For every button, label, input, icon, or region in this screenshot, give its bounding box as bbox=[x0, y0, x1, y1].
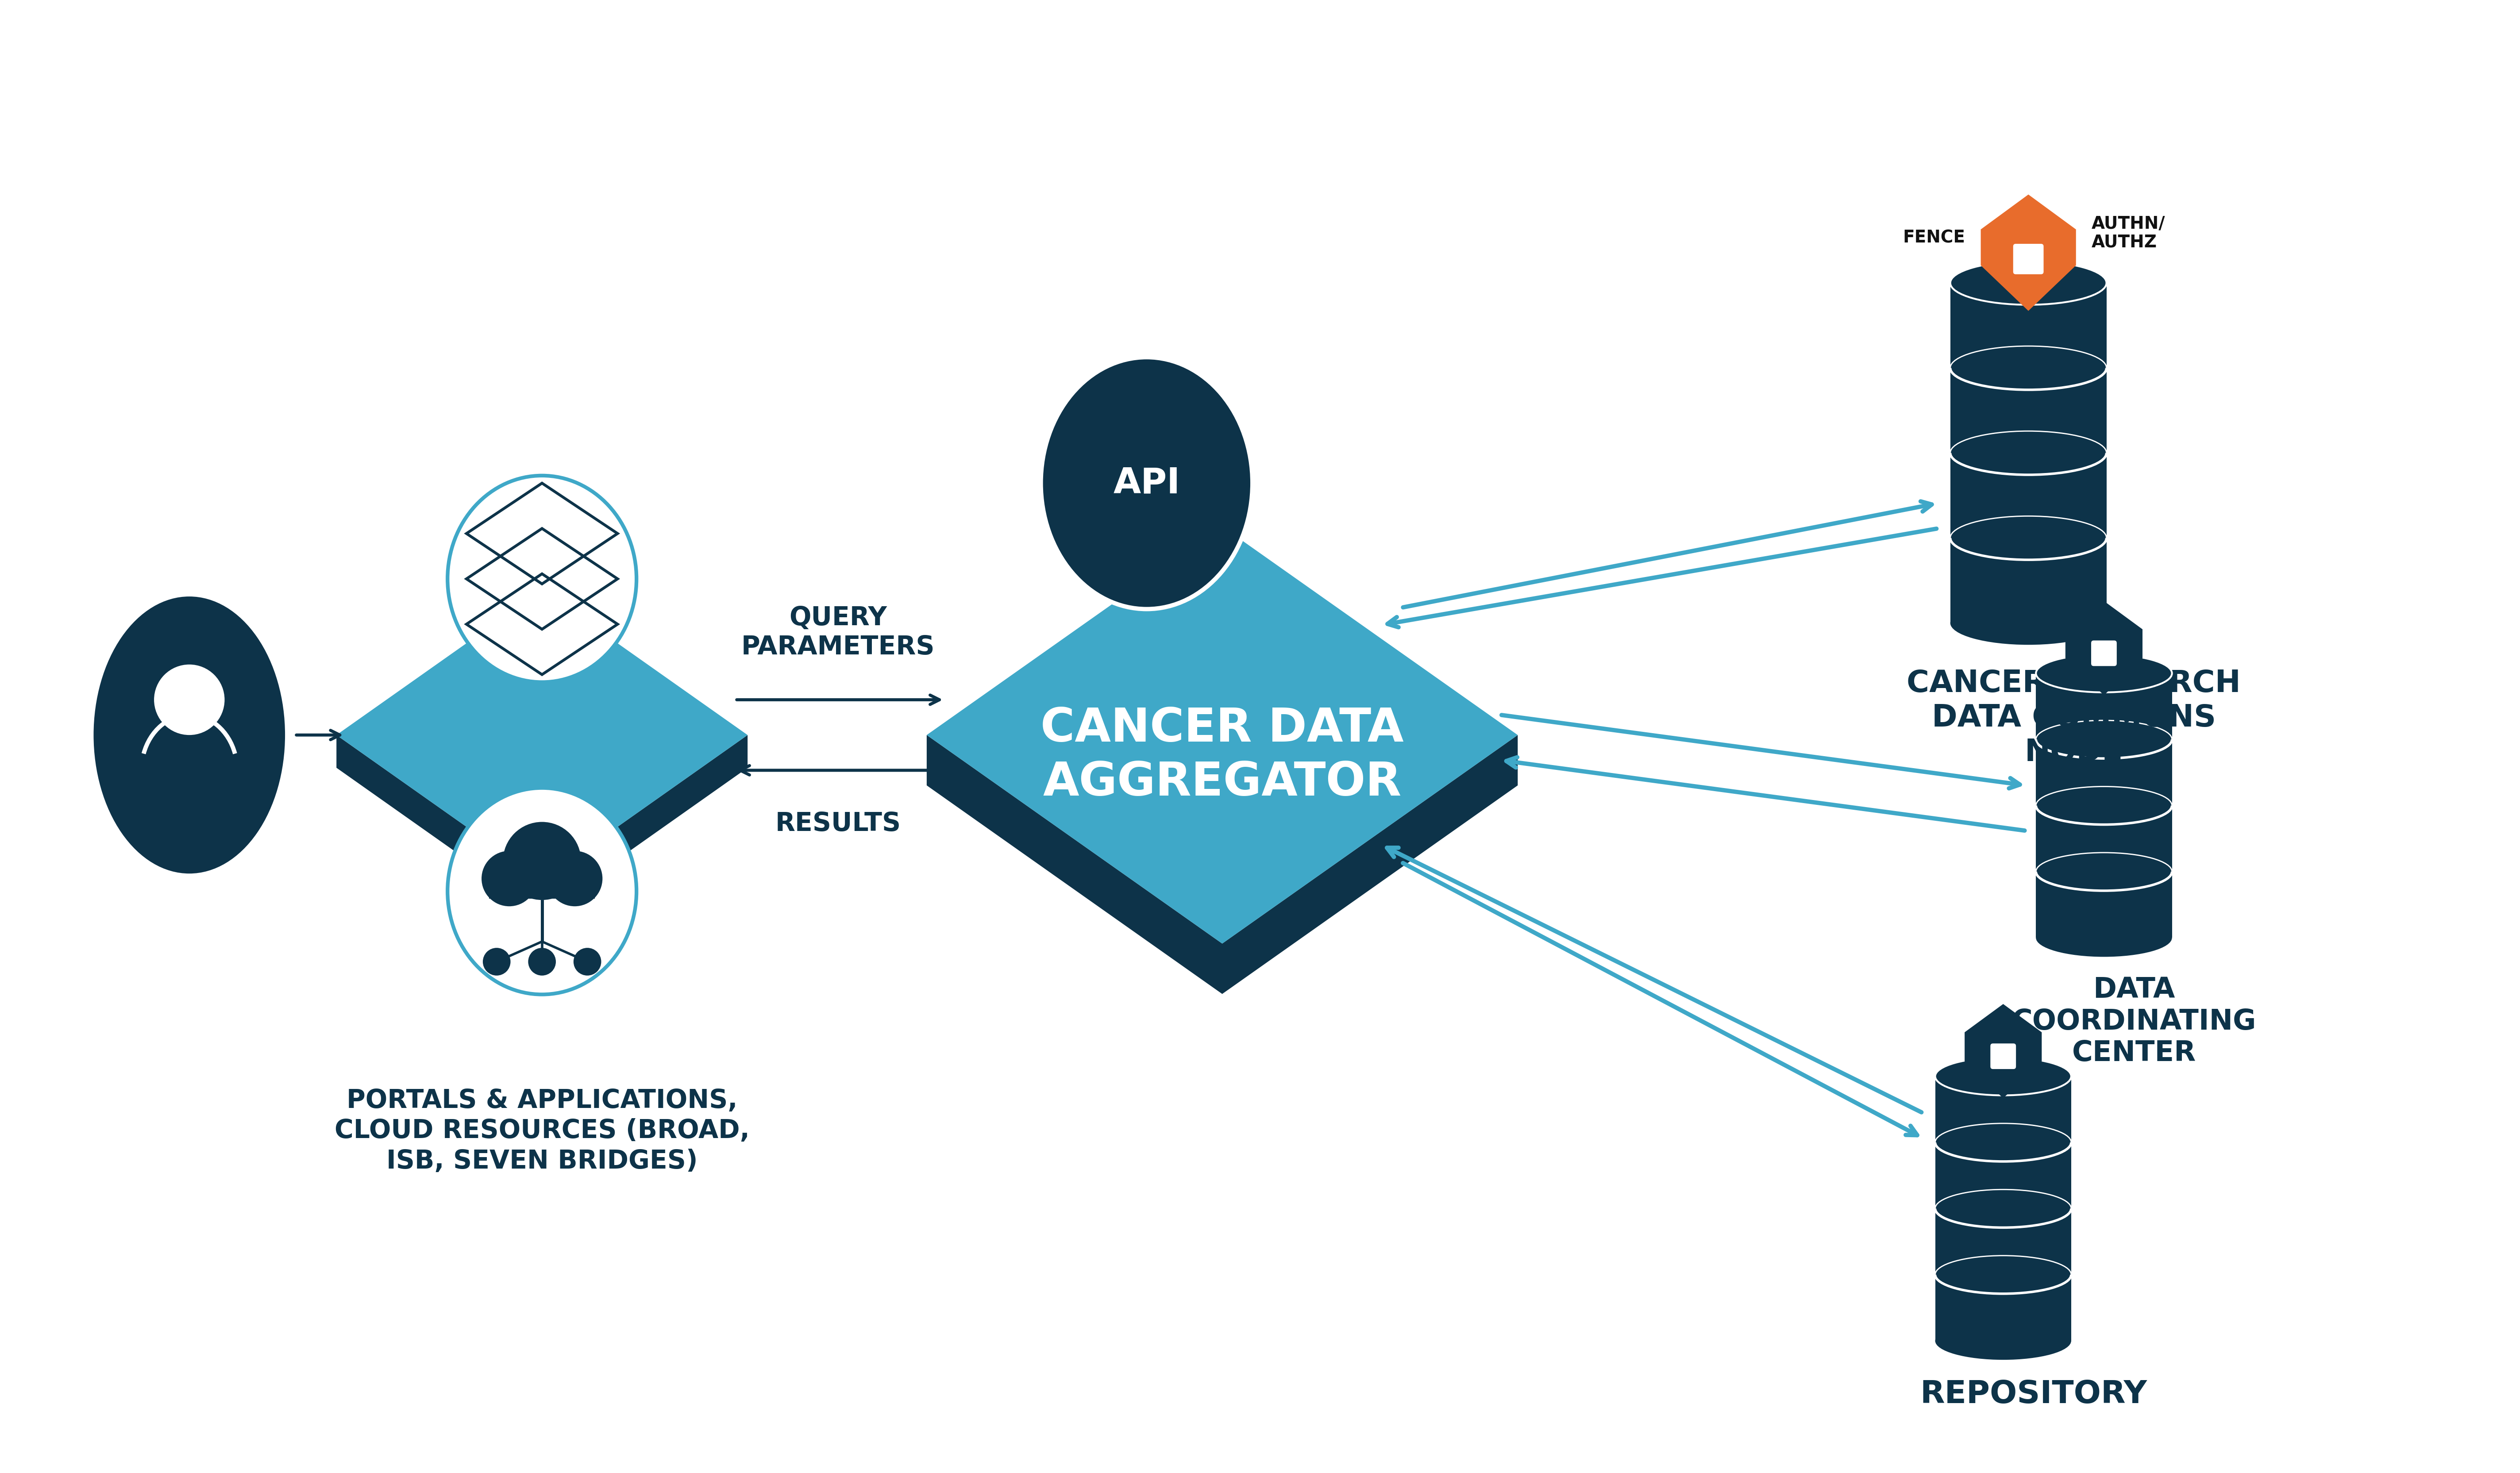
Ellipse shape bbox=[1041, 358, 1252, 610]
Circle shape bbox=[154, 664, 224, 735]
Text: CANCER RESEARCH
DATA COMMONS
NODE: CANCER RESEARCH DATA COMMONS NODE bbox=[1908, 669, 2240, 767]
FancyBboxPatch shape bbox=[2092, 641, 2117, 666]
Circle shape bbox=[484, 949, 512, 975]
Ellipse shape bbox=[449, 788, 638, 994]
Circle shape bbox=[575, 949, 602, 975]
Text: API: API bbox=[1114, 465, 1179, 501]
Ellipse shape bbox=[2036, 919, 2172, 957]
Polygon shape bbox=[927, 735, 1517, 994]
Ellipse shape bbox=[1935, 1321, 2071, 1360]
Polygon shape bbox=[1966, 1005, 2041, 1099]
Ellipse shape bbox=[1950, 601, 2107, 645]
Polygon shape bbox=[338, 735, 748, 913]
Polygon shape bbox=[2036, 673, 2172, 938]
FancyBboxPatch shape bbox=[2013, 245, 2044, 274]
Text: FENCE: FENCE bbox=[1903, 230, 1966, 246]
Circle shape bbox=[504, 822, 582, 900]
Text: AUTHN/
AUTHZ: AUTHN/ AUTHZ bbox=[2092, 215, 2165, 250]
Text: QUERY
PARAMETERS: QUERY PARAMETERS bbox=[741, 605, 935, 660]
Text: DATA
COORDINATING
CENTER: DATA COORDINATING CENTER bbox=[2011, 975, 2255, 1066]
Polygon shape bbox=[2066, 601, 2142, 695]
Polygon shape bbox=[1950, 283, 2107, 623]
Polygon shape bbox=[338, 591, 748, 881]
Polygon shape bbox=[489, 881, 595, 899]
Ellipse shape bbox=[93, 597, 285, 873]
Circle shape bbox=[481, 851, 537, 906]
Polygon shape bbox=[927, 527, 1517, 944]
Ellipse shape bbox=[1950, 261, 2107, 305]
Text: CANCER DATA
AGGREGATOR: CANCER DATA AGGREGATOR bbox=[1041, 706, 1404, 804]
Text: REPOSITORY: REPOSITORY bbox=[1920, 1379, 2147, 1410]
Polygon shape bbox=[1981, 194, 2076, 311]
Ellipse shape bbox=[2036, 654, 2172, 692]
FancyBboxPatch shape bbox=[1991, 1043, 2016, 1069]
Circle shape bbox=[547, 851, 602, 906]
Text: RESULTS: RESULTS bbox=[776, 810, 900, 837]
Ellipse shape bbox=[1935, 1058, 2071, 1096]
Circle shape bbox=[529, 949, 557, 975]
Polygon shape bbox=[1935, 1077, 2071, 1340]
Text: PORTALS & APPLICATIONS,
CLOUD RESOURCES (BROAD,
ISB, SEVEN BRIDGES): PORTALS & APPLICATIONS, CLOUD RESOURCES … bbox=[335, 1087, 748, 1174]
Ellipse shape bbox=[449, 476, 638, 682]
